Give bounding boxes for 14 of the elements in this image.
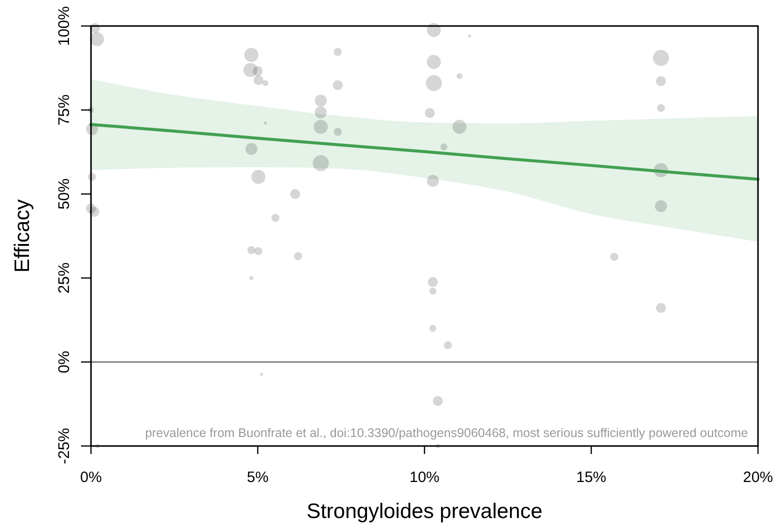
x-tick-label: 10% [409, 469, 440, 486]
y-tick-label: -25% [56, 428, 73, 464]
y-tick-label: 50% [56, 178, 73, 210]
annotation: prevalence from Buonfrate et al., doi:10.3390/pathogens9060468, most serious sufficiently powered outcome [145, 426, 748, 440]
y-tick-label: 0% [56, 350, 73, 374]
y-axis-title: Efficacy [11, 198, 34, 273]
x-tick-label: 20% [742, 469, 774, 486]
x-tick-label: 0% [80, 469, 102, 486]
x-axis-title: Strongyloides prevalence [306, 500, 542, 523]
x-tick-label: 5% [246, 469, 269, 486]
y-tick-label: 75% [56, 94, 73, 126]
y-tick-label: 25% [56, 262, 73, 294]
x-tick-label: 15% [576, 469, 606, 486]
y-tick-label: 100% [56, 6, 73, 46]
